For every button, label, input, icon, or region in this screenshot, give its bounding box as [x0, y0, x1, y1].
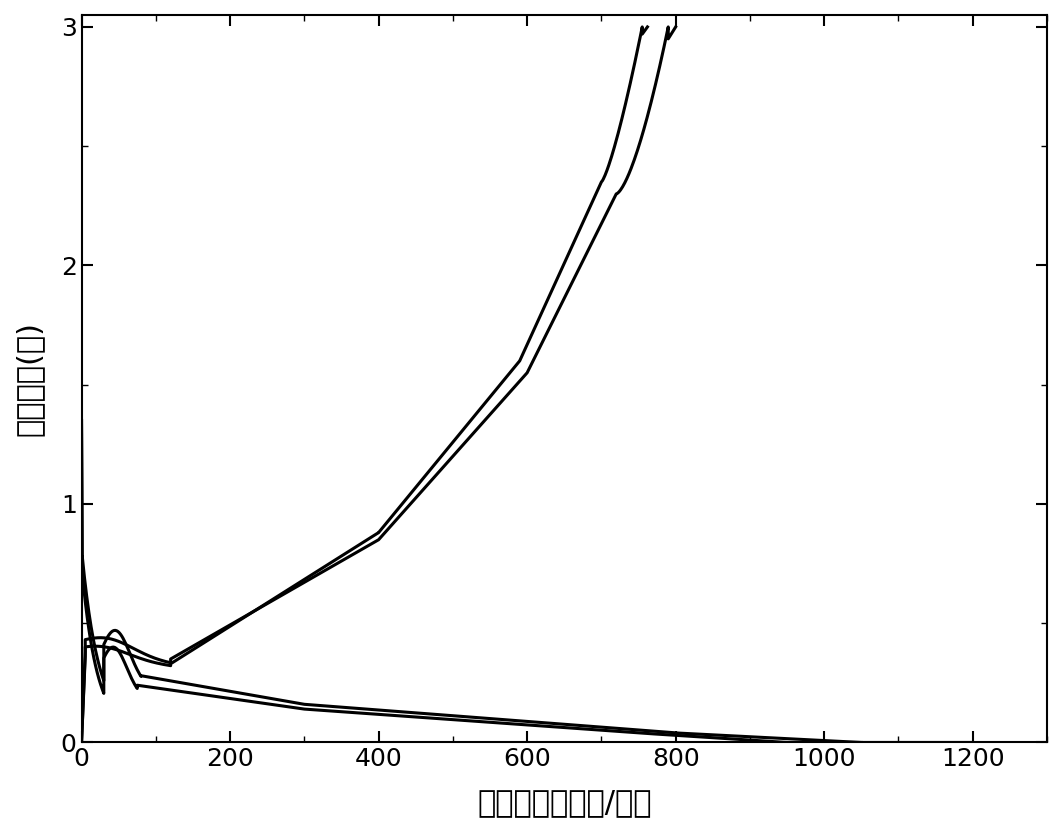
X-axis label: 比容量（毫安时/克）: 比容量（毫安时/克） — [477, 788, 651, 817]
Y-axis label: 电池电压(伏): 电池电压(伏) — [15, 321, 44, 436]
